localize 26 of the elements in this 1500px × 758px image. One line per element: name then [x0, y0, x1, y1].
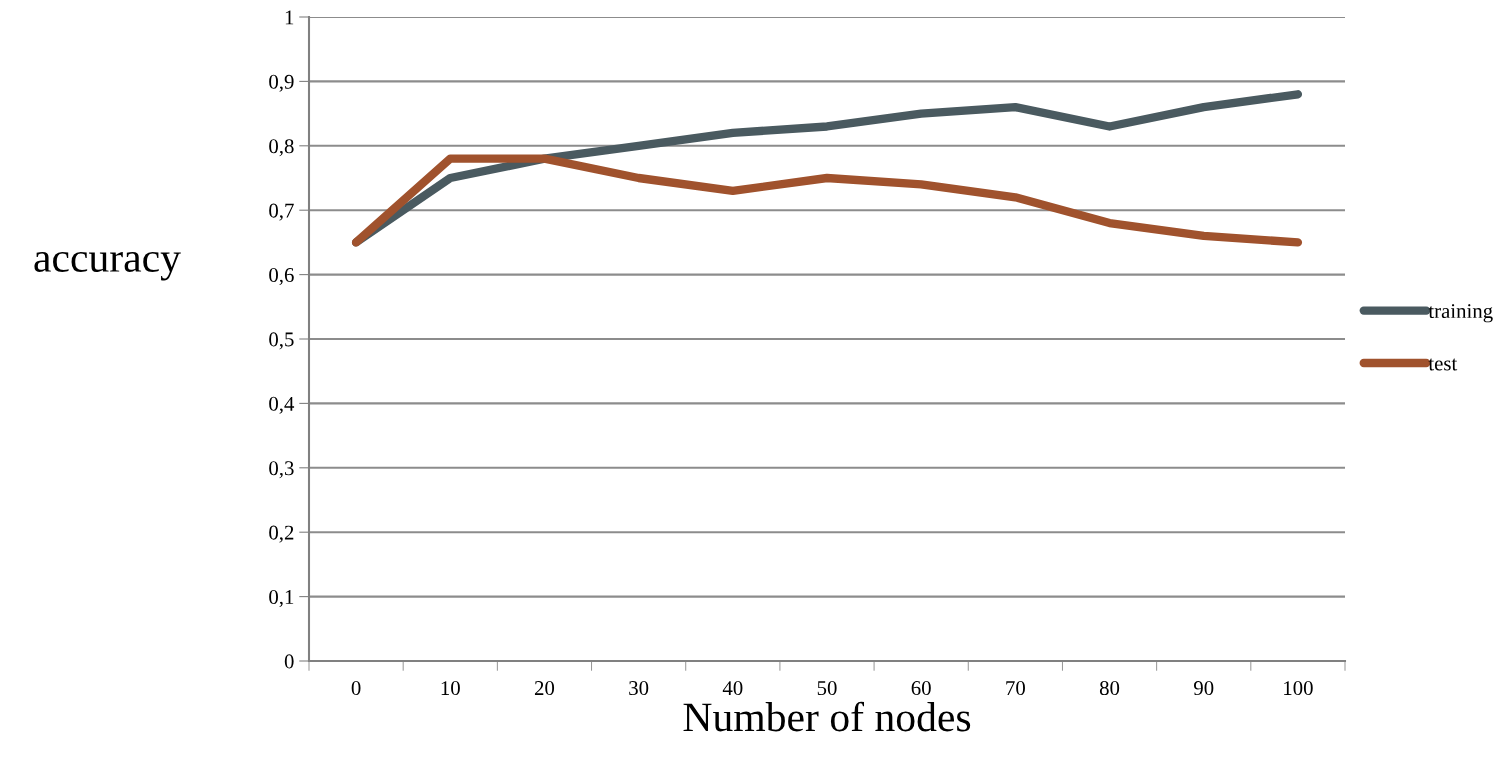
- x-axis-title: Number of nodes: [683, 701, 971, 732]
- y-tick-label: 0,1: [269, 589, 294, 608]
- x-tick-label: 70: [1006, 681, 1025, 696]
- y-tick-label: 0,4: [269, 396, 295, 414]
- x-tick-label: 0: [351, 681, 361, 696]
- x-tick-label: 90: [1193, 681, 1214, 696]
- x-tick-label: 50: [817, 681, 837, 696]
- y-tick-label: 0,3: [269, 461, 294, 479]
- y-tick-label: 0,9: [269, 74, 294, 92]
- y-tick-label: 0,8: [269, 139, 294, 157]
- x-tick-label: 20: [534, 681, 555, 696]
- x-tick-label: 10: [441, 681, 460, 696]
- y-tick-label: 0,2: [269, 525, 294, 543]
- y-tick-label: 0,6: [269, 267, 294, 286]
- legend-label: training: [1428, 304, 1493, 323]
- x-tick-label: 80: [1099, 681, 1120, 696]
- x-tick-label: 60: [911, 681, 931, 696]
- x-tick-label: 100: [1284, 681, 1313, 696]
- y-tick-label: 0,5: [269, 332, 294, 350]
- y-axis-title: accuracy: [34, 251, 181, 281]
- y-tick-label: 0,7: [269, 203, 294, 221]
- y-tick-label: 1: [285, 10, 294, 25]
- x-tick-label: 40: [722, 681, 743, 696]
- x-tick-label: 30: [629, 681, 649, 696]
- legend-label: test: [1428, 358, 1458, 371]
- y-tick-label: 0: [284, 654, 294, 669]
